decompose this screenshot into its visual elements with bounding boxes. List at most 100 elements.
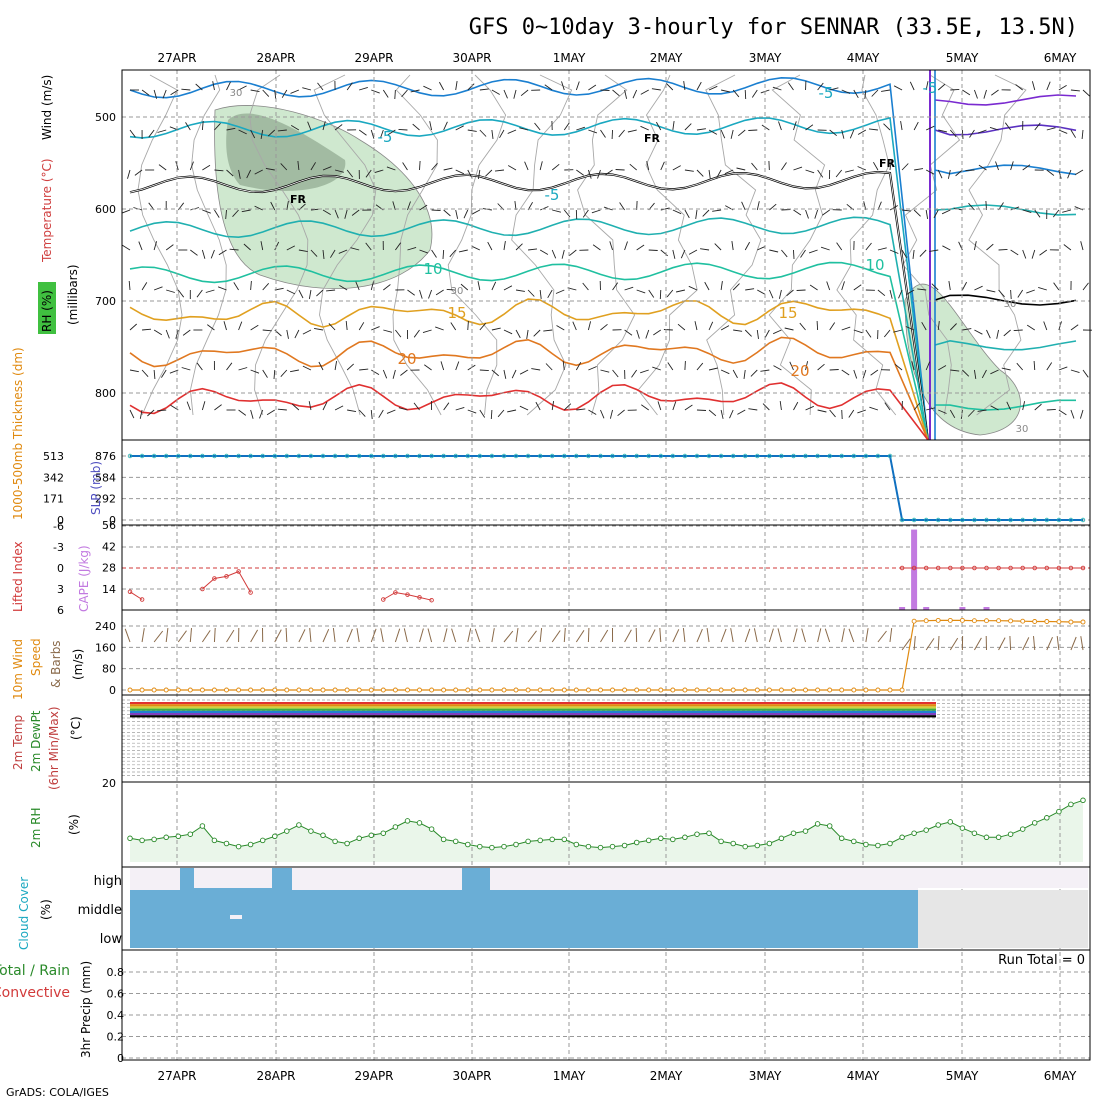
upper-wind-barb [241,209,251,213]
upper-wind-barb [238,129,247,135]
wind-barb [1009,635,1012,651]
upper-wind-barb [937,321,940,331]
upper-wind-barb [455,361,460,371]
upper-wind-barb [961,129,964,140]
upper-wind-barb [127,169,131,179]
upper-wind-barb [793,209,802,216]
upper-wind-barb [694,321,698,331]
rh2m-marker [863,841,869,848]
late-temperature-contour [934,204,1077,216]
upper-wind-barb [374,169,384,174]
rh2m-marker [525,838,531,845]
wind-barb [394,628,401,643]
wind-speed-marker [453,687,459,693]
upper-wind-barb [1022,164,1031,171]
upper-wind-barb [756,329,759,339]
rh2m-marker [356,835,362,842]
wind-speed-marker [356,687,362,693]
lifted-index-line [383,591,432,601]
rh2m-marker [778,835,785,842]
upper-wind-barb [911,361,915,371]
rh2m-marker [658,835,664,842]
upper-wind-barb [379,129,384,139]
wind-speed-marker [441,687,447,693]
wind-speed-marker [1080,619,1086,625]
rh2m-label: 2m RH [29,808,43,849]
upper-wind-barb [207,324,215,331]
upper-wind-barb [223,321,227,331]
upper-wind-barb [973,369,977,379]
upper-wind-barb [917,288,927,291]
upper-wind-barb [913,402,921,411]
temp-band [130,702,936,705]
wind-barb [672,629,680,643]
upper-wind-barb [383,329,393,333]
upper-wind-barb [591,209,601,214]
slp-marker [429,453,434,459]
upper-wind-barb [720,369,730,375]
upper-wind-barb [1062,209,1072,213]
temp2m-label-a: 2m Temp [11,715,25,770]
slp-marker [718,453,724,459]
rh2m-marker [730,840,736,847]
upper-wind-barb [764,329,770,339]
upper-wind-barb [1026,324,1035,331]
upper-wind-barb [302,329,312,335]
upper-wind-barb [569,249,577,257]
upper-wind-barb [485,169,493,177]
wind-speed-marker [923,618,929,624]
wind-speed-marker [827,687,833,693]
upper-wind-barb [720,281,723,291]
upper-wind-barb [387,129,396,136]
upper-wind-barb [238,169,241,179]
upper-wind-barb [977,409,987,412]
slp-marker [622,453,627,459]
wind-speed-marker [1032,619,1038,624]
wind-barb [706,628,710,643]
upper-wind-barb [905,326,915,331]
upper-wind-barb [250,369,260,374]
upper-wind-barb [761,124,770,131]
upper-wind-barb [250,409,254,419]
rh2m-marker [875,842,881,849]
upper-wind-barb [793,121,797,131]
slp-marker [948,517,953,523]
upper-wind-barb [744,241,750,251]
temperature-contour [129,382,929,441]
rh2m-marker [995,834,1002,841]
rh-legend-swatch [38,282,56,334]
upper-wind-barb [302,365,312,371]
upper-wind-barb [1070,129,1076,138]
upper-wind-barb [1082,282,1089,291]
upper-wind-barb [588,366,597,371]
upper-wind-barb [262,89,270,97]
rh-contour-line [137,74,183,416]
slp-marker [320,453,326,459]
wind-barb [141,628,145,643]
wind-speed-marker [996,618,1002,624]
upper-wind-barb [1034,122,1041,131]
upper-wind-barb [672,401,677,411]
wind-speed-marker [272,687,278,693]
upper-wind-barb [157,129,167,133]
upper-wind-barb [467,169,473,179]
upper-wind-barb [751,89,758,98]
upper-wind-barb [286,201,289,211]
wind-barb [309,628,312,643]
rh2m-marker [368,832,375,839]
upper-wind-barb [153,89,158,99]
upper-wind-barb [446,288,456,291]
upper-wind-barb [786,289,794,297]
upper-wind-barb [696,169,704,177]
upper-wind-barb [246,169,252,179]
upper-wind-barb [1070,369,1080,374]
slp-marker [827,453,832,459]
rh2m-marker [899,834,905,841]
upper-wind-barb [986,329,991,339]
upper-wind-barb [760,369,770,372]
day-label-bottom: 3MAY [749,1069,782,1083]
run-total: Run Total = 0 [998,953,1085,968]
slp-marker [393,453,398,459]
slp-marker [803,453,808,459]
upper-wind-barb [925,361,931,371]
